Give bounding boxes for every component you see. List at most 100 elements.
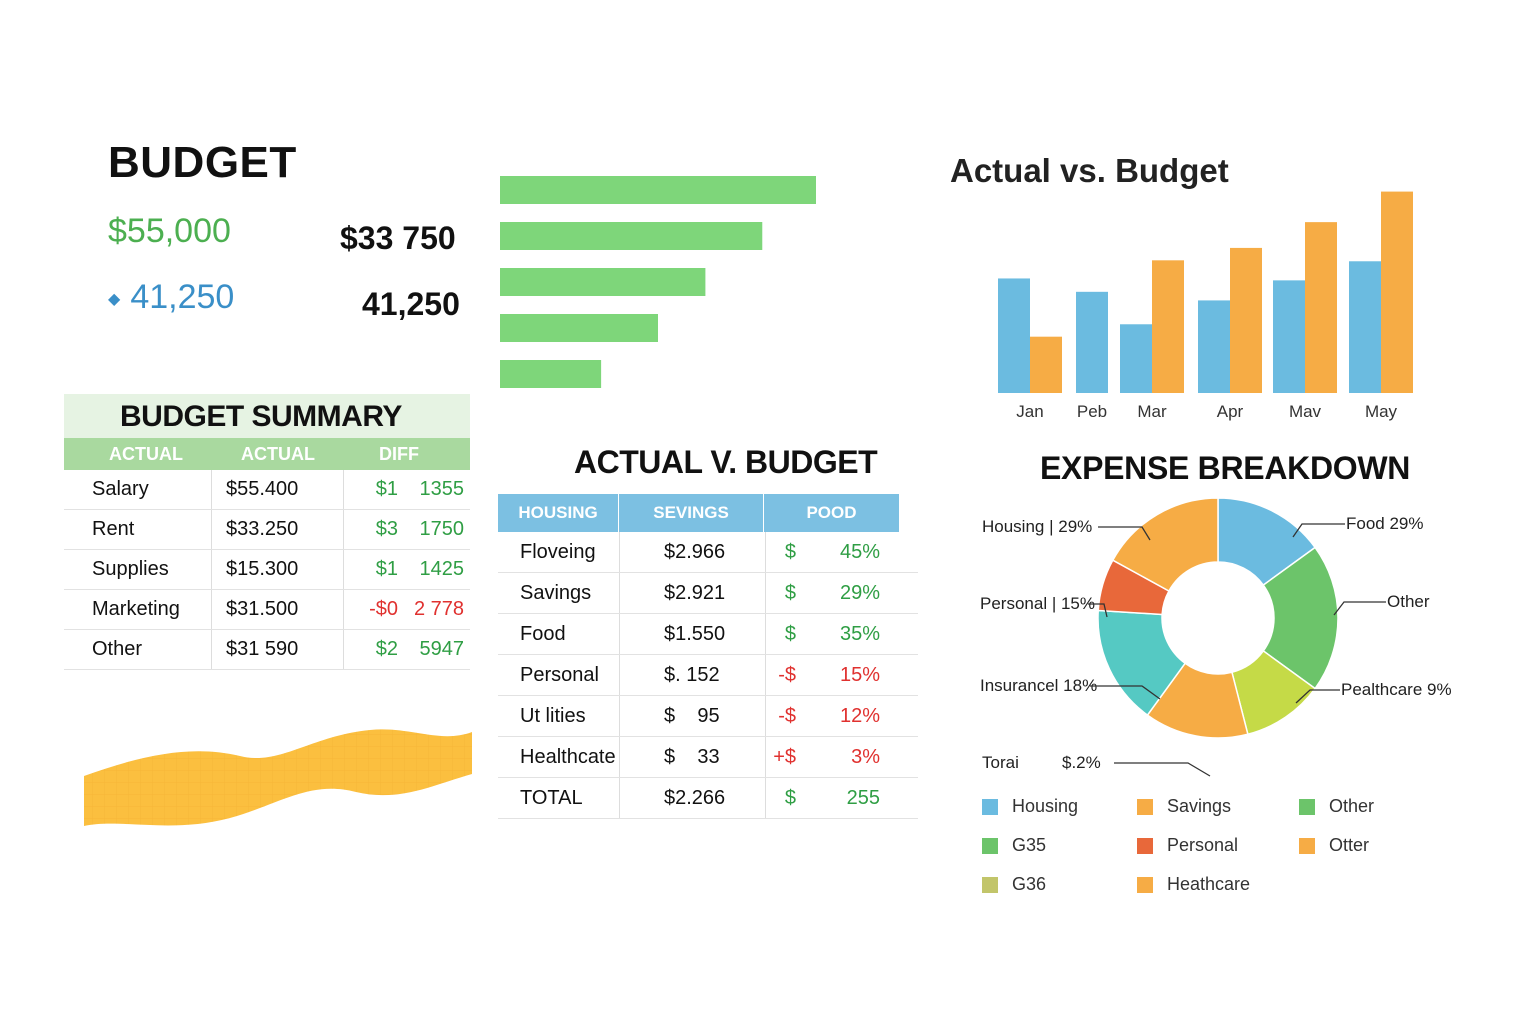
horizontal-bar-chart xyxy=(500,176,816,388)
summary-header-row: ACTUAL ACTUAL DIFF xyxy=(64,438,470,470)
pct-sign: -$ xyxy=(778,704,796,727)
bar-actual-4 xyxy=(1273,280,1305,393)
diff-sign: $1 xyxy=(375,558,398,580)
row-pct: $29% xyxy=(766,573,900,613)
avb-col-savings: SEVINGS xyxy=(619,494,765,532)
diff-value: 2 778 xyxy=(413,598,464,620)
table-row: Supplies $15.300 $1 1425 xyxy=(64,550,470,590)
row-diff: $1 1355 xyxy=(344,470,470,509)
x-tick-label: Mav xyxy=(1289,402,1322,421)
donut-slice-1 xyxy=(1262,546,1339,690)
x-tick-label: Mar xyxy=(1137,402,1167,421)
legend-item: G36 xyxy=(982,874,1046,895)
hbar-1 xyxy=(500,222,763,250)
legend-label: Personal xyxy=(1167,835,1239,855)
legend-label: G35 xyxy=(1012,835,1047,855)
kpi-blue-value: 41,250 xyxy=(130,278,235,316)
diff-sign: -$0 xyxy=(369,598,398,620)
x-tick-label: Peb xyxy=(1077,402,1107,421)
donut-label: Insurancel 18% xyxy=(980,676,1097,695)
row-label: TOTAL xyxy=(498,778,620,818)
wave-area-chart xyxy=(84,729,472,826)
table-row: Personal $. 152 -$ 15% xyxy=(498,655,918,696)
donut-leader-line xyxy=(1333,601,1386,616)
row-label: Ut lities xyxy=(498,696,620,736)
row-label: Personal xyxy=(498,655,620,695)
bar-actual-2 xyxy=(1120,324,1152,393)
row-pct: +$ 3% xyxy=(766,737,900,777)
pct-value: 35% xyxy=(839,622,880,645)
donut-label: Torai xyxy=(982,753,1019,772)
row-actual: $31.500 xyxy=(212,590,344,629)
table-row: Other $31 590 $2 5947 xyxy=(64,630,470,670)
diff-sign: $1 xyxy=(375,478,398,500)
legend-swatch xyxy=(982,837,998,854)
donut-leader-line xyxy=(1088,603,1108,618)
legend-item: Other xyxy=(1299,796,1374,817)
row-amount: $2.266 xyxy=(620,778,766,818)
legend-item: Personal xyxy=(1137,835,1238,856)
bar-budget-3 xyxy=(1230,247,1262,393)
legend-label: Housing xyxy=(1012,796,1079,816)
legend-label: Savings xyxy=(1167,796,1232,816)
row-amount: $2.921 xyxy=(620,573,766,613)
diff-value: 1425 xyxy=(419,558,465,580)
diff-value: 5947 xyxy=(419,638,465,660)
row-label: Supplies xyxy=(64,550,212,589)
x-tick-label: Jan xyxy=(1016,402,1043,421)
hbar-0 xyxy=(500,176,816,204)
bar-budget-2 xyxy=(1152,260,1184,393)
legend-item: Heathcare xyxy=(1137,874,1250,895)
diff-sign: $2 xyxy=(375,638,398,660)
pct-value: 3% xyxy=(851,745,880,768)
row-amount: $ 33 xyxy=(620,737,766,777)
row-label: Rent xyxy=(64,510,212,549)
legend-label: G36 xyxy=(1012,874,1047,894)
pct-sign: $ xyxy=(784,786,796,809)
diff-value: 1750 xyxy=(419,518,465,540)
donut-label: $.2% xyxy=(1062,753,1101,772)
bar-actual-3 xyxy=(1198,300,1230,393)
summary-body: Salary $55.400 $1 1355 Rent $33.250 $3 1750 Supp… xyxy=(64,470,470,670)
expense-breakdown-title: EXPENSE BREAKDOWN xyxy=(1040,450,1411,486)
row-label: Food xyxy=(498,614,620,654)
row-amount: $ 95 xyxy=(620,696,766,736)
avb-body: Floveing $2.966 $45% Savings $2.921 $29% Food $… xyxy=(498,532,918,819)
row-actual: $31 590 xyxy=(212,630,344,669)
avb-col-housing: HOUSING xyxy=(498,494,620,532)
legend-swatch xyxy=(1299,837,1315,854)
summary-title: BUDGET SUMMARY xyxy=(64,394,470,438)
row-amount: $. 152 xyxy=(620,655,766,695)
donut-label: Pealthcare 9% xyxy=(1341,680,1452,699)
legend-item: Housing xyxy=(982,796,1078,817)
donut-legend: Housing Savings Other G35 Personal Otter G36 He… xyxy=(982,796,1402,906)
pct-sign: -$ xyxy=(778,663,796,686)
donut-label: Housing | 29% xyxy=(982,517,1092,536)
row-amount: $1.550 xyxy=(620,614,766,654)
row-pct: -$ 15% xyxy=(766,655,900,695)
pct-value: 45% xyxy=(839,540,880,563)
hbar-4 xyxy=(500,360,602,388)
donut-label: Personal | 15% xyxy=(980,594,1095,613)
table-row: Savings $2.921 $29% xyxy=(498,573,918,614)
avb-header-row: HOUSING SEVINGS POOD xyxy=(498,494,900,532)
donut-leader-line xyxy=(1114,762,1211,777)
legend-swatch xyxy=(982,798,998,815)
x-tick-label: May xyxy=(1365,402,1398,421)
legend-item: Savings xyxy=(1137,796,1231,817)
summary-col-diff: DIFF xyxy=(379,444,419,464)
diamond-icon: ◆ xyxy=(108,291,121,309)
bar-actual-5 xyxy=(1349,261,1381,393)
table-row: Floveing $2.966 $45% xyxy=(498,532,918,573)
bar-budget-4 xyxy=(1305,222,1337,393)
kpi-total-blue: ◆ 41,250 xyxy=(108,278,234,317)
kpi-total-green: $55,000 xyxy=(108,212,231,250)
hbar-3 xyxy=(500,314,658,342)
diff-value: 1355 xyxy=(419,478,465,500)
bar-actual-0 xyxy=(998,278,1030,393)
row-pct: $45% xyxy=(766,532,900,572)
diff-sign: $3 xyxy=(375,518,398,540)
expense-donut-chart: Housing | 29% Food 29% Personal | 15% Other… xyxy=(980,497,1452,777)
pct-value: 12% xyxy=(839,704,880,727)
bar-budget-0 xyxy=(1030,336,1062,393)
